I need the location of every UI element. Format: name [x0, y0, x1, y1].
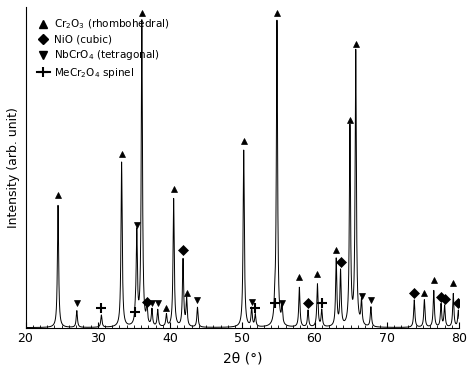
Legend: Cr$_2$O$_3$ (rhombohedral), NiO (cubic), NbCrO$_4$ (tetragonal), MeCr$_2$O$_4$ s: Cr$_2$O$_3$ (rhombohedral), NiO (cubic),…	[35, 15, 171, 82]
Y-axis label: Intensity (arb. unit): Intensity (arb. unit)	[7, 107, 20, 228]
X-axis label: 2θ (°): 2θ (°)	[222, 351, 262, 365]
